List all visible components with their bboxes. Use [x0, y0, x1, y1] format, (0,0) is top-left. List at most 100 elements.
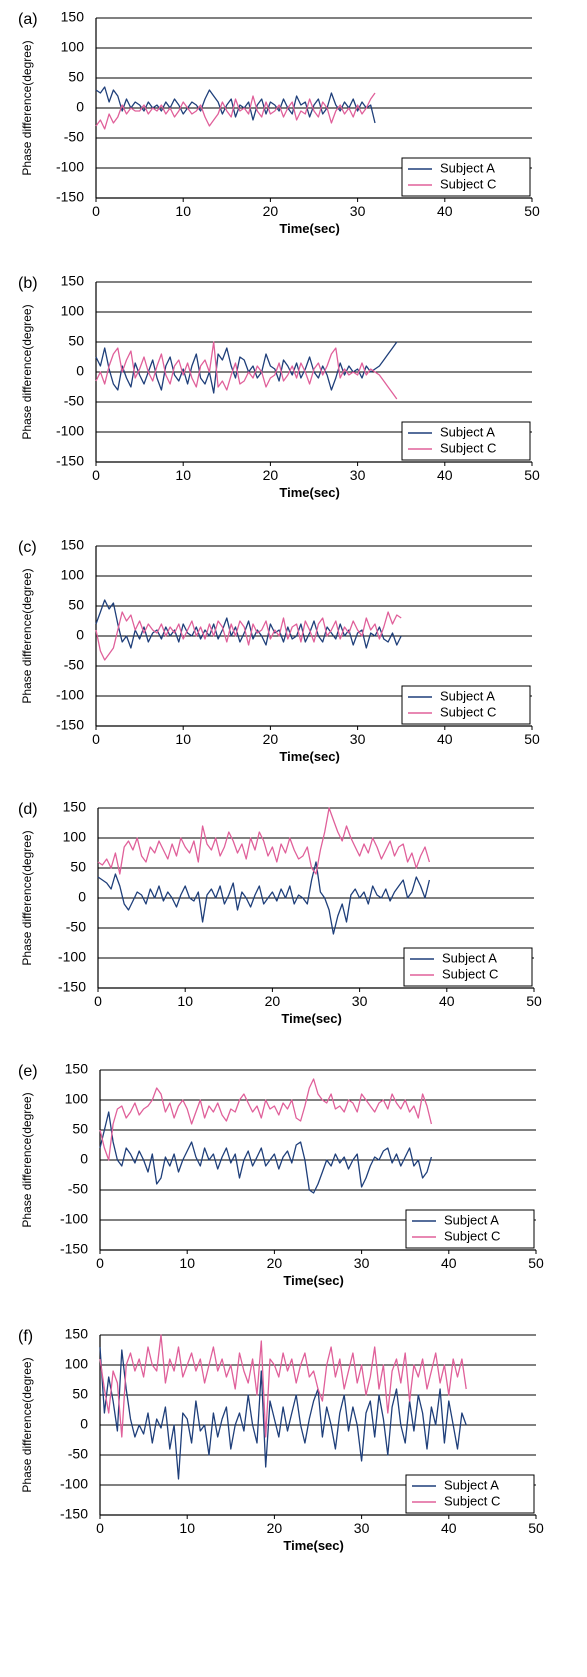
x-tick-label: 0 [92, 467, 100, 483]
y-tick-label: -150 [56, 717, 84, 733]
legend-box [405, 1474, 535, 1514]
legend-label: Subject A [444, 1212, 499, 1227]
legend-box [405, 1209, 535, 1249]
x-tick-label: 20 [263, 731, 279, 747]
x-tick-label: 10 [179, 1520, 195, 1536]
panel-label: (a) [18, 11, 38, 28]
x-tick-label: 0 [92, 731, 100, 747]
y-tick-label: 150 [61, 537, 85, 553]
y-tick-label: 50 [70, 859, 86, 875]
y-axis-label: Phase difference(degree) [20, 1357, 34, 1492]
legend-label: Subject C [440, 440, 496, 455]
x-tick-label: 20 [265, 993, 281, 1009]
y-tick-label: -50 [68, 1446, 88, 1462]
x-tick-label: 30 [354, 1520, 370, 1536]
y-tick-label: 150 [65, 1061, 89, 1077]
x-tick-label: 0 [92, 203, 100, 219]
legend-box [401, 421, 531, 461]
y-tick-label: -50 [68, 1181, 88, 1197]
legend-box [401, 157, 531, 197]
y-tick-label: -50 [64, 129, 84, 145]
legend-label: Subject A [440, 160, 495, 175]
series-line-subject-c [97, 807, 431, 875]
y-tick-label: -150 [56, 453, 84, 469]
x-tick-label: 50 [524, 467, 540, 483]
x-tick-label: 40 [437, 467, 453, 483]
panel-label: (c) [18, 539, 37, 556]
x-axis-label: Time(sec) [283, 1273, 343, 1288]
series-line-subject-a [97, 861, 431, 935]
x-tick-label: 40 [437, 731, 453, 747]
series-line-subject-a [99, 1346, 467, 1480]
panel-label: (e) [18, 1063, 38, 1080]
y-tick-label: -100 [58, 949, 86, 965]
chart-panel: (e) 150 100 50 0 -50 -100 -150 0 10 20 30 40 50 Time(s… [18, 1061, 544, 1288]
y-tick-label: 150 [63, 799, 87, 815]
y-tick-label: 100 [65, 1356, 89, 1372]
legend-label: Subject C [444, 1228, 500, 1243]
legend-label: Subject C [444, 1493, 500, 1508]
y-tick-label: 50 [68, 333, 84, 349]
x-tick-label: 0 [96, 1520, 104, 1536]
x-tick-label: 20 [267, 1520, 283, 1536]
y-tick-label: 100 [61, 39, 85, 55]
x-tick-label: 40 [441, 1255, 457, 1271]
series-line-subject-c [95, 341, 398, 400]
series-line-subject-c [95, 92, 376, 130]
x-axis-label: Time(sec) [283, 1538, 343, 1553]
series-line-subject-a [99, 1111, 433, 1194]
y-tick-label: 150 [61, 9, 85, 25]
x-axis-label: Time(sec) [279, 749, 339, 764]
series-line-subject-c [99, 1334, 467, 1438]
y-tick-label: 0 [76, 627, 84, 643]
chart-panel: (f) 150 100 50 0 -50 -100 -150 0 10 20 30 40 50 Time(s… [18, 1326, 544, 1553]
panel-label: (f) [18, 1328, 33, 1345]
y-tick-label: 150 [65, 1326, 89, 1342]
legend-label: Subject A [442, 950, 497, 965]
y-tick-label: -150 [60, 1241, 88, 1257]
series-line-subject-a [95, 599, 402, 649]
x-tick-label: 10 [177, 993, 193, 1009]
y-tick-label: -100 [60, 1211, 88, 1227]
x-tick-label: 50 [528, 1255, 544, 1271]
x-tick-label: 50 [528, 1520, 544, 1536]
legend-label: Subject C [442, 966, 498, 981]
legend-label: Subject A [440, 688, 495, 703]
x-tick-label: 50 [524, 203, 540, 219]
x-axis-label: Time(sec) [279, 485, 339, 500]
y-tick-label: -100 [60, 1476, 88, 1492]
y-tick-label: 100 [65, 1091, 89, 1107]
y-tick-label: 100 [63, 829, 87, 845]
legend-label: Subject C [440, 704, 496, 719]
x-tick-label: 0 [94, 993, 102, 1009]
x-tick-label: 20 [267, 1255, 283, 1271]
x-tick-label: 30 [354, 1255, 370, 1271]
x-tick-label: 10 [175, 467, 191, 483]
y-tick-label: 150 [61, 273, 85, 289]
y-tick-label: -50 [64, 657, 84, 673]
y-axis-label: Phase difference(degree) [20, 304, 34, 439]
x-tick-label: 20 [263, 467, 279, 483]
chart-panel: (a) 150 100 50 0 -50 -100 -150 0 10 20 30 40 50 Time(s… [18, 9, 540, 236]
series-line-subject-c [95, 611, 402, 661]
x-tick-label: 10 [175, 203, 191, 219]
x-tick-label: 30 [350, 467, 366, 483]
legend-box [403, 947, 533, 987]
x-axis-label: Time(sec) [281, 1011, 341, 1026]
x-tick-label: 10 [175, 731, 191, 747]
y-tick-label: -100 [56, 159, 84, 175]
x-tick-label: 40 [437, 203, 453, 219]
y-tick-label: -50 [64, 393, 84, 409]
x-tick-label: 30 [350, 731, 366, 747]
y-tick-label: 50 [72, 1386, 88, 1402]
x-tick-label: 50 [526, 993, 542, 1009]
x-tick-label: 40 [439, 993, 455, 1009]
y-tick-label: -100 [56, 687, 84, 703]
series-line-subject-c [99, 1078, 433, 1161]
y-axis-label: Phase difference(degree) [20, 1092, 34, 1227]
y-tick-label: 50 [68, 69, 84, 85]
x-tick-label: 30 [350, 203, 366, 219]
x-tick-label: 40 [441, 1520, 457, 1536]
y-tick-label: 50 [68, 597, 84, 613]
